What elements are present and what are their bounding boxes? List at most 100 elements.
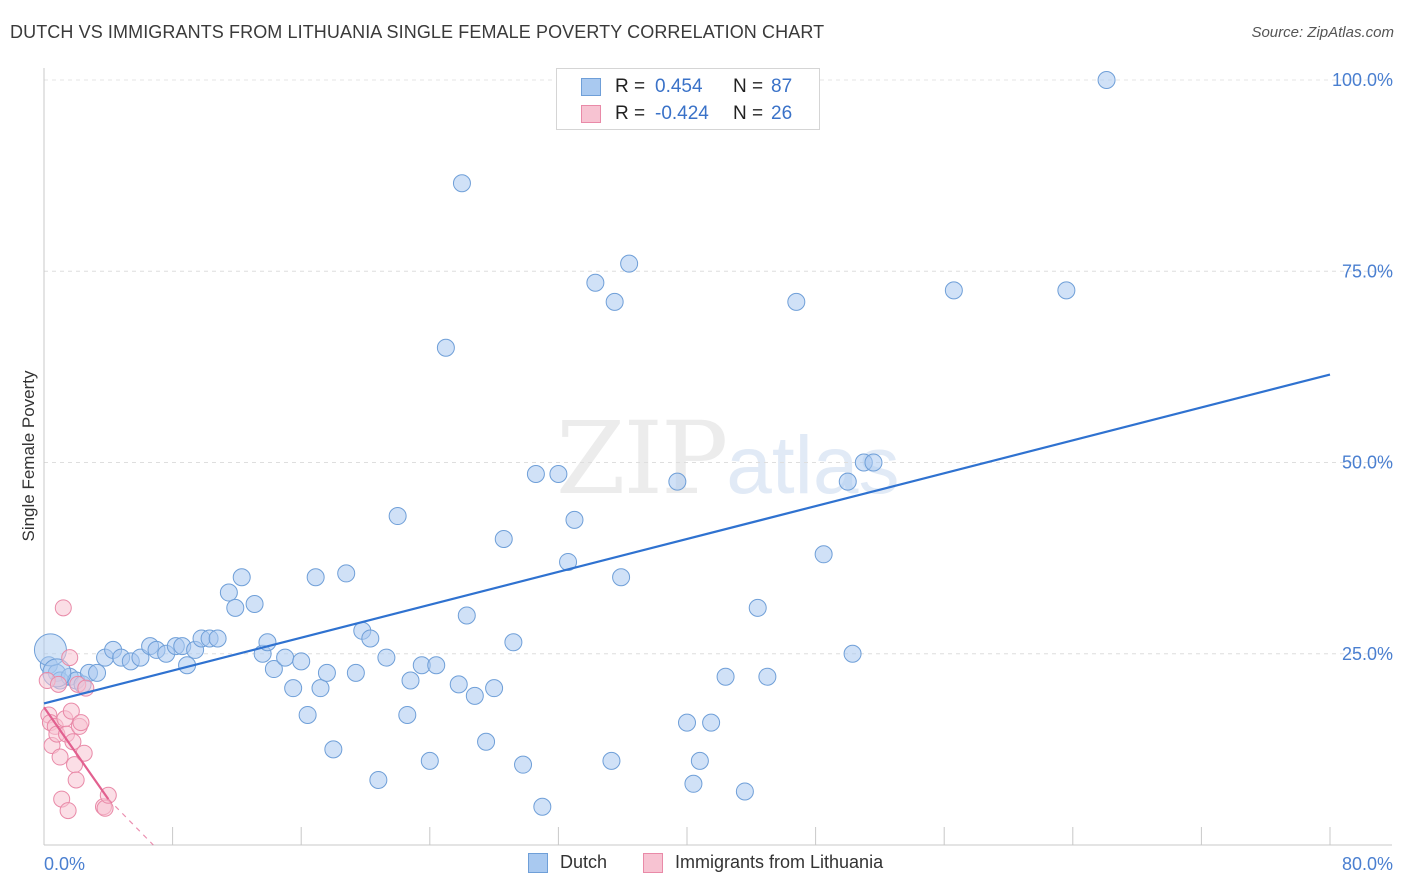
dutch-point <box>377 648 396 667</box>
lithuania-points <box>38 599 117 820</box>
dutch-point <box>208 629 227 648</box>
lithuania-point <box>72 714 90 732</box>
dutch-point <box>678 713 696 732</box>
dutch-point <box>337 564 356 583</box>
dutch-point <box>477 732 496 751</box>
dutch-point <box>843 644 862 663</box>
dutch-point <box>1057 281 1076 300</box>
dutch-point <box>612 568 631 587</box>
lithuania-point <box>67 771 85 789</box>
dutch-point <box>787 292 806 311</box>
dutch-point <box>605 292 624 311</box>
lithuania-point <box>54 599 72 617</box>
n-value: 87 <box>771 76 793 97</box>
dutch-point <box>549 464 568 483</box>
y-tick-label: 100.0% <box>1332 70 1393 90</box>
dutch-swatch <box>528 852 548 873</box>
n-label: N = <box>733 103 764 124</box>
dutch-point <box>298 705 317 724</box>
gridlines <box>44 79 1392 655</box>
dutch-point <box>748 598 767 617</box>
dutch-point <box>452 174 471 193</box>
legend-label-dutch: Dutch <box>560 852 608 872</box>
y-tick-label: 25.0% <box>1342 644 1393 664</box>
r-label: R = <box>615 76 646 97</box>
correlation-legend: R = 0.454 N = 87 R = -0.424 N = 26 <box>556 68 820 130</box>
dutch-point <box>944 281 963 300</box>
lithuania-point <box>62 702 80 720</box>
dutch-point <box>602 751 621 770</box>
dutch-point <box>420 751 439 770</box>
dutch-point <box>457 606 476 625</box>
dutch-point <box>292 652 311 671</box>
dutch-point <box>716 667 735 686</box>
dutch-point <box>284 679 303 698</box>
dutch-point <box>735 782 754 801</box>
legend-item-dutch: Dutch <box>528 852 607 873</box>
dutch-point <box>436 338 455 357</box>
y-tick-label: 50.0% <box>1342 453 1393 473</box>
dutch-point <box>401 671 420 690</box>
dutch-point <box>864 453 883 472</box>
n-value: 26 <box>771 103 793 124</box>
lithuania-point <box>51 748 69 766</box>
dutch-point <box>219 583 238 602</box>
dutch-point <box>838 472 857 491</box>
dutch-point <box>264 660 283 679</box>
dutch-point <box>465 686 484 705</box>
chart-title: DUTCH VS IMMIGRANTS FROM LITHUANIA SINGL… <box>10 22 825 42</box>
y-axis-label: Single Female Poverty <box>19 370 38 542</box>
lithuania-point <box>61 649 79 667</box>
dutch-point <box>565 510 584 529</box>
legend-row-lithuania: R = -0.424 N = 26 <box>581 102 792 126</box>
dutch-point <box>1097 71 1116 89</box>
dutch-point <box>533 797 552 816</box>
dutch-point <box>361 629 380 648</box>
y-tick-label: 75.0% <box>1342 261 1393 281</box>
dutch-point <box>369 770 388 789</box>
dutch-point <box>514 755 533 774</box>
dutch-point <box>690 751 709 770</box>
dutch-trend-line <box>43 373 1331 705</box>
dutch-point <box>427 656 446 675</box>
dutch-point <box>586 273 605 292</box>
dutch-point <box>494 530 513 548</box>
dutch-point <box>88 663 107 682</box>
dutch-point <box>449 675 468 694</box>
legend-item-lithuania: Immigrants from Lithuania <box>643 852 883 873</box>
lithuania-trend-extension <box>107 798 154 846</box>
dutch-point <box>398 705 417 724</box>
lithuania-point <box>59 802 77 820</box>
dutch-point <box>226 598 245 617</box>
r-value: -0.424 <box>655 103 709 124</box>
legend-row-dutch: R = 0.454 N = 87 <box>581 75 792 99</box>
dutch-point <box>758 667 777 686</box>
dutch-point <box>346 663 365 682</box>
n-label: N = <box>733 76 764 97</box>
lithuania-point <box>99 786 117 804</box>
lithuania-swatch <box>581 105 601 123</box>
r-label: R = <box>615 103 646 124</box>
dutch-point <box>504 633 523 652</box>
x-tick-label-min: 0.0% <box>44 854 85 874</box>
r-value: 0.454 <box>655 76 703 97</box>
dutch-point <box>684 774 703 793</box>
axes <box>43 68 1392 846</box>
legend-label-lithuania: Immigrants from Lithuania <box>675 852 884 872</box>
dutch-point <box>814 545 833 564</box>
dutch-point <box>388 507 407 526</box>
dutch-point <box>324 740 343 759</box>
lithuania-point <box>49 675 67 693</box>
dutch-point <box>276 648 295 667</box>
dutch-point <box>245 595 264 614</box>
dutch-point <box>232 568 251 587</box>
tick-labels: 25.0% 50.0% 75.0% 100.0% 0.0% 80.0% <box>44 70 1393 874</box>
dutch-point <box>668 472 687 491</box>
dutch-point <box>306 568 325 587</box>
dutch-point <box>702 713 721 732</box>
dutch-point <box>311 679 330 698</box>
lithuania-point <box>75 744 93 762</box>
dutch-point <box>620 254 639 273</box>
lithuania-swatch <box>643 852 663 873</box>
